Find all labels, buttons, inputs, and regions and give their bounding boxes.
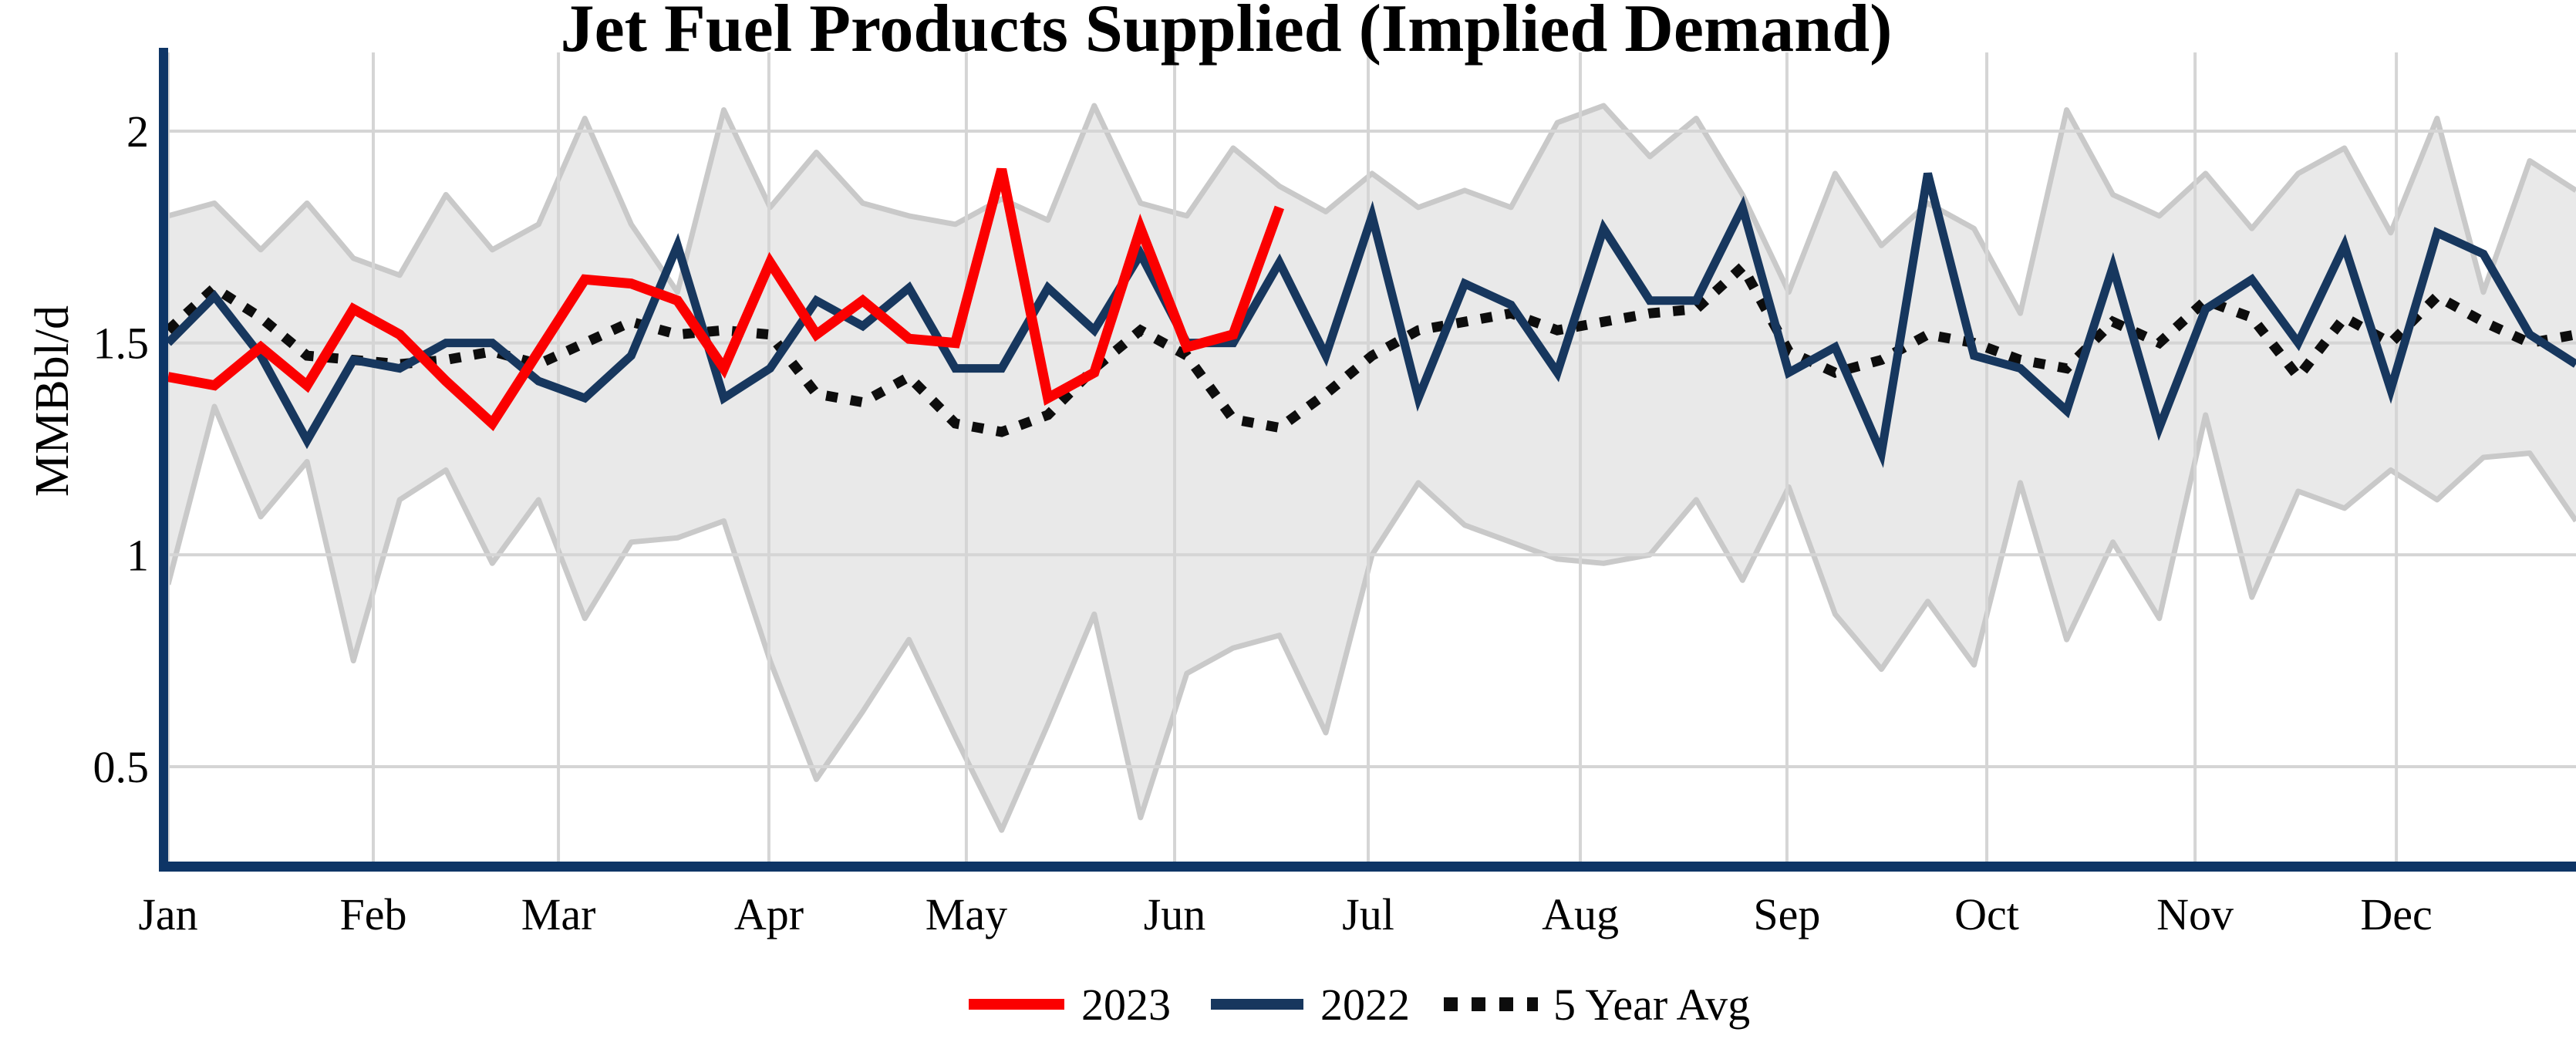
- series-2023-line: [167, 167, 1285, 431]
- x-tick-label-sep: Sep: [1753, 889, 1820, 939]
- y-tick-label-0p5: 0.5: [93, 742, 150, 792]
- x-tick-label-nov: Nov: [2156, 889, 2234, 939]
- x-tick-label-apr: Apr: [734, 889, 804, 939]
- legend-2022-label: 2022: [1320, 980, 1410, 1030]
- chart-title: Jet Fuel Products Supplied (Implied Dema…: [561, 0, 1893, 66]
- x-tick-label-may: May: [926, 889, 1007, 939]
- x-tick-labels: Jan Feb Mar Apr May Jun Jul Aug Sep Oct Nov Dec: [138, 889, 2432, 939]
- y-tick-label-2: 2: [126, 106, 149, 157]
- y-tick-label-1: 1: [126, 530, 149, 580]
- y-tick-label-1p5: 1.5: [93, 319, 150, 369]
- legend: 2023 2022 5 Year Avg: [969, 980, 1750, 1030]
- y-tick-labels: 2 1.5 1 0.5: [93, 106, 150, 792]
- horizontal-gridlines: [159, 130, 2576, 768]
- y-axis-spine: [159, 48, 168, 870]
- x-axis-spine: [159, 862, 2576, 872]
- x-tick-label-aug: Aug: [1542, 889, 1619, 939]
- x-tick-label-jul: Jul: [1342, 889, 1394, 939]
- series-2022-line: [165, 172, 2576, 468]
- x-tick-label-mar: Mar: [521, 889, 596, 939]
- five-year-range-upper-edge: [167, 103, 2576, 316]
- x-tick-label-feb: Feb: [339, 889, 406, 939]
- legend-2023-label: 2023: [1081, 980, 1171, 1030]
- x-tick-label-oct: Oct: [1954, 889, 2019, 939]
- x-tick-label-jun: Jun: [1144, 889, 1206, 939]
- y-axis-title: MMBbl/d: [26, 305, 79, 497]
- series-5-year-avg-line: [164, 258, 2576, 437]
- x-tick-label-dec: Dec: [2360, 889, 2432, 939]
- legend-5-year-avg-label: 5 Year Avg: [1553, 980, 1750, 1030]
- x-tick-label-jan: Jan: [138, 889, 197, 939]
